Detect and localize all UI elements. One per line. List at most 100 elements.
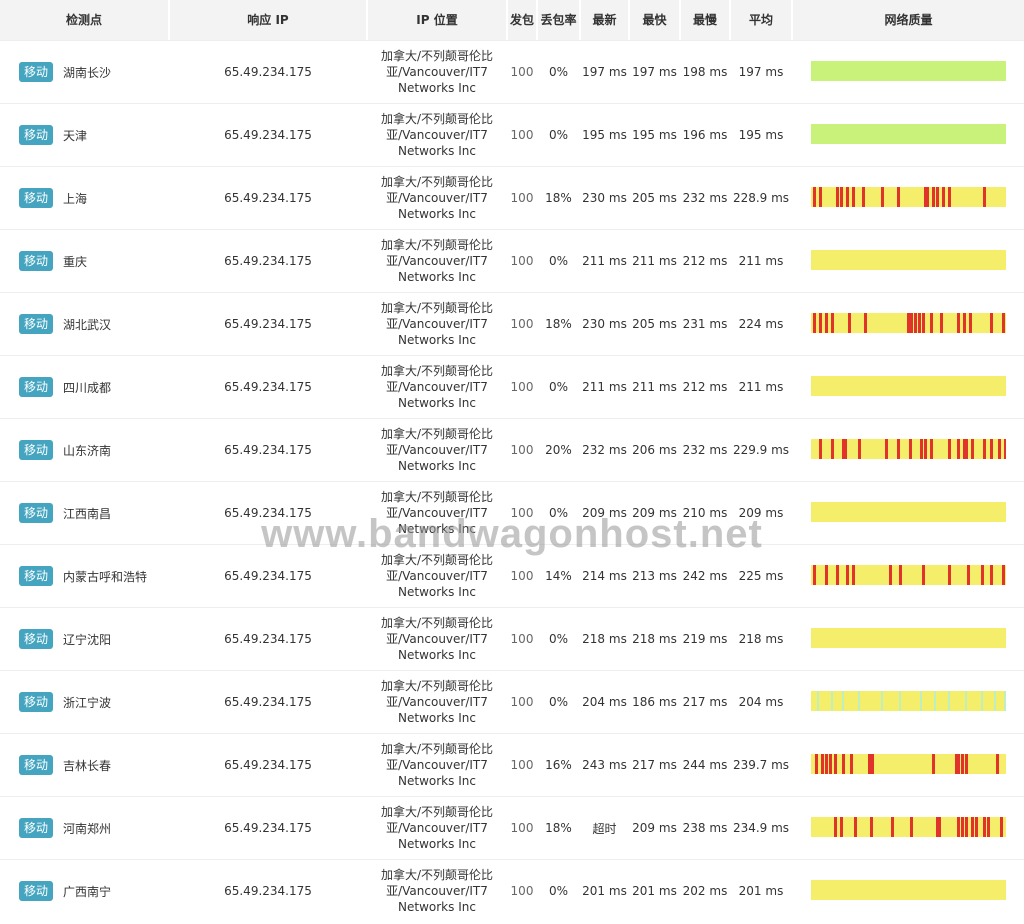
quality-bar[interactable] [811,628,1006,648]
loss-tick [929,313,933,333]
fastest-cell: 205 ms [632,191,677,205]
table-row: 移动 重庆 65.49.234.175 加拿大/不列颠哥伦比 亚/Vancouver/I… [0,229,1024,292]
quality-bar[interactable] [811,880,1006,900]
loss-tick [924,187,928,207]
loss-tick [957,313,961,333]
location-line: 亚/Vancouver/IT7 [386,254,488,268]
col-header-node[interactable]: 检测点 [0,0,168,40]
table-row: 移动 四川成都 65.49.234.175 加拿大/不列颠哥伦比 亚/Vancouver… [0,355,1024,418]
loss-tick [955,754,959,774]
node-cell: 移动 四川成都 [0,356,168,418]
quality-bar[interactable] [811,124,1006,144]
latest-cell: 218 ms [582,632,627,646]
loss-tick [982,817,986,837]
loss-cell: 16% [545,758,572,772]
isp-badge: 移动 [19,503,54,523]
loss-tick [918,313,922,333]
loss-tick [812,187,816,207]
location-line: Networks Inc [398,837,476,851]
col-header-fastest[interactable]: 最快 [630,0,679,40]
quality-bar[interactable] [811,754,1006,774]
node-cell: 移动 辽宁沈阳 [0,608,168,670]
slowest-cell: 212 ms [682,380,728,394]
avg-cell: 224 ms [738,317,784,331]
quality-bar[interactable] [811,313,1006,333]
node-cell: 移动 上海 [0,167,168,229]
loss-tick [957,439,961,459]
location-cell: 加拿大/不列颠哥伦比 亚/Vancouver/IT7 Networks Inc [368,608,506,670]
sent-cell: 100 [510,632,534,646]
slowest-cell: 196 ms [682,128,728,142]
loss-tick [890,817,894,837]
loss-tick [961,817,965,837]
node-name: 浙江宁波 [63,695,112,710]
loss-tick [861,187,865,207]
location-line: Networks Inc [398,585,476,599]
node-cell: 移动 重庆 [0,230,168,292]
node-name: 湖北武汉 [63,317,112,332]
quality-bar[interactable] [811,691,1006,711]
quality-bar[interactable] [811,565,1006,585]
ip-cell: 65.49.234.175 [224,317,312,331]
loss-cell: 0% [548,254,569,268]
loss-tick [896,187,900,207]
location-cell: 加拿大/不列颠哥伦比 亚/Vancouver/IT7 Networks Inc [368,293,506,355]
fastest-cell: 211 ms [632,254,677,268]
node-cell: 移动 天津 [0,104,168,166]
loss-tick [850,754,853,774]
latency-tick [881,691,884,711]
loss-tick [986,817,990,837]
col-header-latest[interactable]: 最新 [581,0,628,40]
loss-tick [961,754,965,774]
sent-cell: 100 [510,317,534,331]
loss-tick [824,754,828,774]
quality-bar[interactable] [811,61,1006,81]
isp-badge: 移动 [19,755,54,775]
ip-cell: 65.49.234.175 [224,443,312,457]
col-header-location[interactable]: IP 位置 [368,0,506,40]
loss-tick [896,439,900,459]
loss-tick [939,313,943,333]
col-header-ip[interactable]: 响应 IP [170,0,366,40]
isp-badge: 移动 [19,188,54,208]
location-line: 加拿大/不列颠哥伦比 [380,616,494,630]
slowest-cell: 231 ms [682,317,728,331]
quality-bar[interactable] [811,439,1006,459]
sent-cell: 100 [510,569,534,583]
location-line: 亚/Vancouver/IT7 [386,821,488,835]
loss-cell: 0% [548,695,569,709]
col-header-loss[interactable]: 丢包率 [538,0,579,40]
quality-bar[interactable] [811,187,1006,207]
location-line: 亚/Vancouver/IT7 [386,65,488,79]
quality-bar[interactable] [811,502,1006,522]
sent-cell: 100 [510,443,534,457]
location-line: 加拿大/不列颠哥伦比 [380,553,494,567]
col-header-sent[interactable]: 发包 [508,0,536,40]
node-cell: 移动 内蒙古呼和浩特 [0,545,168,607]
loss-tick [889,565,892,585]
avg-cell: 229.9 ms [732,443,790,457]
isp-badge: 移动 [19,62,54,82]
loss-tick [812,313,816,333]
col-header-slowest[interactable]: 最慢 [681,0,729,40]
loss-tick [910,817,914,837]
isp-badge: 移动 [19,251,54,271]
loss-tick [881,187,885,207]
quality-bar[interactable] [811,817,1006,837]
location-cell: 加拿大/不列颠哥伦比 亚/Vancouver/IT7 Networks Inc [368,671,506,733]
table-row: 移动 湖南长沙 65.49.234.175 加拿大/不列颠哥伦比 亚/Vancouver… [0,40,1024,103]
location-line: 加拿大/不列颠哥伦比 [380,49,494,63]
col-header-quality[interactable]: 网络质量 [793,0,1024,40]
loss-cell: 18% [545,191,572,205]
loss-tick [968,313,972,333]
avg-cell: 201 ms [738,884,784,898]
quality-bar[interactable] [811,250,1006,270]
location-line: 加拿大/不列颠哥伦比 [380,238,494,252]
quality-bar[interactable] [811,376,1006,396]
table-row: 移动 浙江宁波 65.49.234.175 加拿大/不列颠哥伦比 亚/Vancouver… [0,670,1024,733]
loss-cell: 0% [548,632,569,646]
location-cell: 加拿大/不列颠哥伦比 亚/Vancouver/IT7 Networks Inc [368,482,506,544]
location-line: 加拿大/不列颠哥伦比 [380,301,494,315]
col-header-avg[interactable]: 平均 [731,0,791,40]
